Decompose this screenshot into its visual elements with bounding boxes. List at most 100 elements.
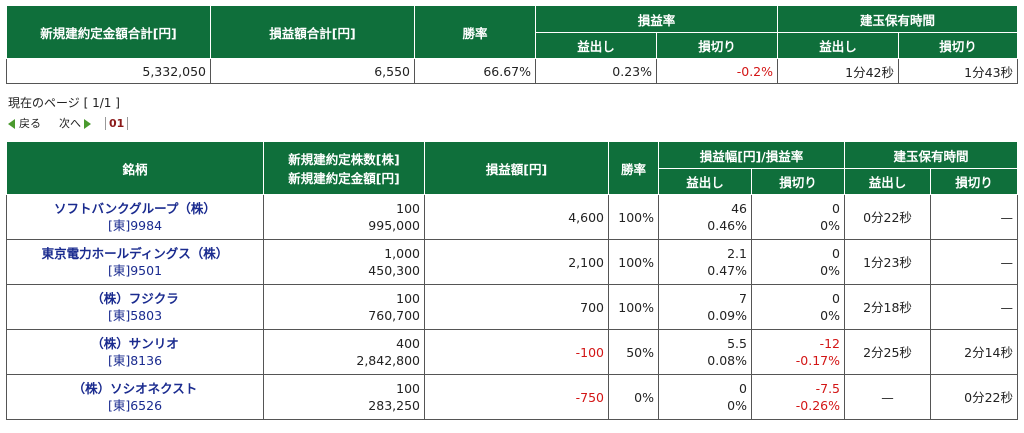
stock-name-link[interactable]: ソフトバンクグループ（株）	[54, 201, 216, 216]
win-rate-value: 50%	[608, 329, 659, 375]
header-pl-rate: 損益率	[534, 5, 779, 33]
amount-value: 450,300	[368, 263, 420, 278]
shares-value: 100	[396, 291, 420, 306]
hold-loss-value: 2分14秒	[929, 329, 1019, 375]
header-hold-loss: 損切り	[898, 32, 1019, 59]
win-rate-value: 100%	[608, 194, 659, 240]
stock-cell: （株）フジクラ [東]5803	[6, 284, 264, 330]
value-hold-loss: 1分43秒	[898, 58, 1019, 84]
header-stock: 銘柄	[6, 141, 264, 195]
summary-table: 新規建約定金額合計[円] 損益額合計[円] 勝率 損益率 建玉保有時間 益出し …	[6, 5, 1019, 84]
pl-value: 700	[424, 284, 609, 330]
stock-code-link[interactable]: [東]5803	[107, 308, 163, 323]
header-win-rate: 勝率	[414, 5, 536, 59]
pl-value: 2,100	[424, 239, 609, 285]
stock-cell: （株）ソシオネクスト [東]6526	[6, 374, 264, 420]
loss-rate-value: 0%	[820, 218, 840, 233]
table-row: ソフトバンクグループ（株） [東]9984 100 995,000 4,600 1…	[6, 194, 1019, 240]
loss-range-cell: 0 0%	[751, 284, 845, 330]
header-hold-profit-detail: 益出し	[844, 168, 931, 195]
stock-code-link[interactable]: [東]9984	[107, 218, 163, 233]
shares-amount-cell: 100 283,250	[263, 374, 425, 420]
loss-range-value: 0	[832, 246, 840, 261]
triangle-right-icon	[84, 119, 91, 129]
next-link[interactable]: 次へ	[59, 115, 91, 131]
header-pl-rate-profit: 益出し	[535, 32, 657, 59]
hold-loss-value: —	[929, 284, 1019, 330]
value-pl-total: 6,550	[210, 58, 415, 84]
pl-value: 4,600	[424, 194, 609, 240]
header-pl-total: 損益額合計[円]	[210, 5, 415, 59]
profit-range-cell: 0 0%	[658, 374, 752, 420]
shares-amount-cell: 100 995,000	[263, 194, 425, 240]
value-hold-profit: 1分42秒	[777, 58, 900, 84]
loss-rate-value: -0.17%	[795, 353, 840, 368]
shares-value: 100	[396, 201, 420, 216]
amount-value: 2,842,800	[356, 353, 420, 368]
header-pl-range: 損益幅[円]/損益率	[658, 141, 845, 169]
header-range-profit: 益出し	[658, 168, 752, 195]
value-new-total: 5,332,050	[6, 58, 211, 84]
profit-range-cell: 46 0.46%	[658, 194, 752, 240]
header-shares-amount: 新規建約定株数[株] 新規建約定金額[円]	[263, 141, 425, 195]
header-pl: 損益額[円]	[424, 141, 609, 195]
pl-value: -100	[424, 329, 609, 375]
shares-value: 1,000	[384, 246, 420, 261]
stock-code-link[interactable]: [東]8136	[107, 353, 163, 368]
amount-value: 760,700	[368, 308, 420, 323]
loss-range-value: 0	[832, 291, 840, 306]
profit-range-cell: 5.5 0.08%	[658, 329, 752, 375]
loss-range-cell: -12 -0.17%	[751, 329, 845, 375]
stock-name-link[interactable]: （株）ソシオネクスト	[72, 381, 198, 396]
hold-profit-value: 0分22秒	[844, 194, 931, 240]
header-hold-time: 建玉保有時間	[777, 5, 1019, 33]
hold-loss-value: —	[929, 239, 1019, 285]
header-hold-time-detail: 建玉保有時間	[843, 141, 1019, 169]
profit-rate-value: 0%	[727, 398, 747, 413]
stock-code-link[interactable]: [東]6526	[107, 398, 163, 413]
profit-rate-value: 0.08%	[707, 353, 747, 368]
shares-value: 100	[396, 381, 420, 396]
header-range-loss: 損切り	[751, 168, 845, 195]
header-pl-rate-loss: 損切り	[655, 32, 779, 59]
loss-range-value: -12	[819, 336, 840, 351]
hold-loss-value: —	[929, 194, 1019, 240]
hold-profit-value: —	[844, 374, 931, 420]
current-page-label: 現在のページ [ 1/1 ]	[8, 96, 120, 110]
stock-name-link[interactable]: （株）サンリオ	[91, 336, 179, 351]
win-rate-value: 100%	[608, 284, 659, 330]
shares-amount-cell: 400 2,842,800	[263, 329, 425, 375]
profit-rate-value: 0.47%	[707, 263, 747, 278]
header-new-total: 新規建約定金額合計[円]	[6, 5, 211, 59]
amount-value: 283,250	[368, 398, 420, 413]
profit-range-cell: 7 0.09%	[658, 284, 752, 330]
profit-range-value: 2.1	[727, 246, 747, 261]
loss-range-value: -7.5	[815, 381, 840, 396]
profit-range-value: 0	[739, 381, 747, 396]
shares-amount-cell: 100 760,700	[263, 284, 425, 330]
header-win-rate-detail: 勝率	[608, 141, 659, 195]
page-link-01[interactable]: 01	[105, 116, 129, 130]
profit-rate-value: 0.09%	[707, 308, 747, 323]
detail-table: 銘柄 新規建約定株数[株] 新規建約定金額[円] 損益額[円] 勝率 損益幅[円…	[6, 141, 1019, 420]
stock-name-link[interactable]: 東京電力ホールディングス（株）	[41, 246, 229, 261]
shares-amount-cell: 1,000 450,300	[263, 239, 425, 285]
pager: 現在のページ [ 1/1 ] 戻る 次へ 01	[8, 94, 129, 131]
hold-profit-value: 2分25秒	[844, 329, 931, 375]
value-win-rate: 66.67%	[414, 58, 536, 84]
loss-range-value: 0	[832, 201, 840, 216]
win-rate-value: 0%	[608, 374, 659, 420]
triangle-left-icon	[8, 119, 15, 129]
stock-cell: 東京電力ホールディングス（株） [東]9501	[6, 239, 264, 285]
stock-code-link[interactable]: [東]9501	[107, 263, 163, 278]
prev-link[interactable]: 戻る	[8, 115, 41, 131]
loss-rate-value: 0%	[820, 263, 840, 278]
shares-value: 400	[396, 336, 420, 351]
loss-rate-value: -0.26%	[795, 398, 840, 413]
stock-cell: （株）サンリオ [東]8136	[6, 329, 264, 375]
amount-value: 995,000	[368, 218, 420, 233]
next-label: 次へ	[59, 117, 81, 130]
stock-name-link[interactable]: （株）フジクラ	[91, 291, 179, 306]
hold-profit-value: 2分18秒	[844, 284, 931, 330]
